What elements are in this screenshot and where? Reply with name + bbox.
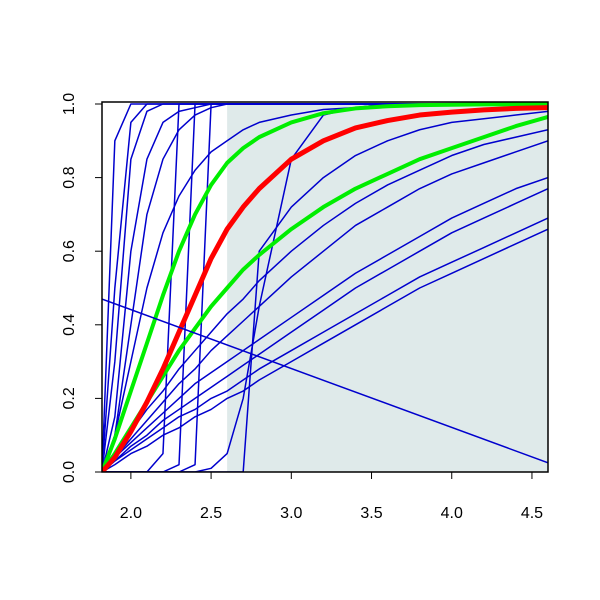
x-tick-label: 2.0 [120,505,142,522]
x-tick-label: 3.0 [280,505,302,522]
axes: 2.0 2.5 3.0 3.5 4.0 4.5 0.0 0.2 0.4 0.6 0.8 1.0 [61,93,543,522]
y-tick-label: 0.2 [61,387,78,409]
plot-frame [101,101,549,473]
curve [102,102,548,472]
curve [102,228,548,472]
reference-line [102,298,548,464]
y-tick-label: 0.6 [61,240,78,262]
x-tick-label: 4.5 [521,505,543,522]
curve [102,140,548,472]
y-tick-label: 0.4 [61,314,78,336]
curve [102,129,548,472]
x-tick-label: 4.0 [441,505,463,522]
curve [102,105,548,472]
curve [102,176,548,472]
y-tick-label: 1.0 [61,93,78,115]
curve [102,187,548,472]
x-tick-label: 2.5 [200,505,222,522]
curve [102,110,548,472]
plot-area [102,102,548,472]
x-tick-label: 3.5 [360,505,382,522]
y-tick-label: 0.8 [61,166,78,188]
y-tick-label: 0.0 [61,461,78,483]
curve [102,217,548,472]
